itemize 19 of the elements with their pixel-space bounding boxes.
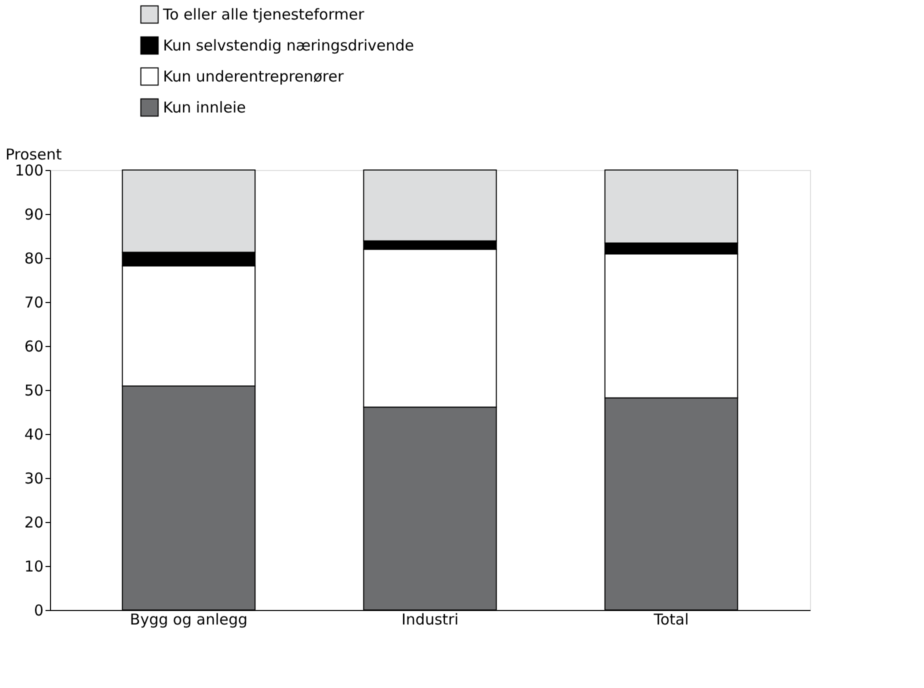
- y-tick-label: 40: [24, 426, 44, 444]
- x-tick-label: Bygg og anlegg: [130, 610, 248, 628]
- y-tick-label: 80: [24, 250, 44, 268]
- y-tick-label: 70: [24, 294, 44, 312]
- legend-label: Kun innleie: [163, 98, 246, 116]
- y-tick-label: 0: [34, 602, 44, 620]
- y-tick-label: 60: [24, 338, 44, 356]
- y-tick-label: 20: [24, 514, 44, 532]
- y-tick-label: 100: [14, 162, 44, 180]
- y-tick-label: 10: [24, 558, 44, 576]
- y-tick-label: 50: [24, 382, 44, 400]
- y-axis-title: Prosent: [6, 146, 62, 164]
- legend-label: Kun underentreprenører: [163, 68, 344, 86]
- legend-label: To eller alle tjenesteformer: [162, 6, 365, 24]
- x-tick-label: Total: [652, 610, 689, 628]
- legend-label: Kun selvstendig næringsdrivende: [163, 36, 414, 54]
- y-tick-label: 30: [24, 470, 44, 488]
- y-tick-label: 90: [24, 206, 44, 224]
- x-tick-label: Industri: [402, 610, 458, 628]
